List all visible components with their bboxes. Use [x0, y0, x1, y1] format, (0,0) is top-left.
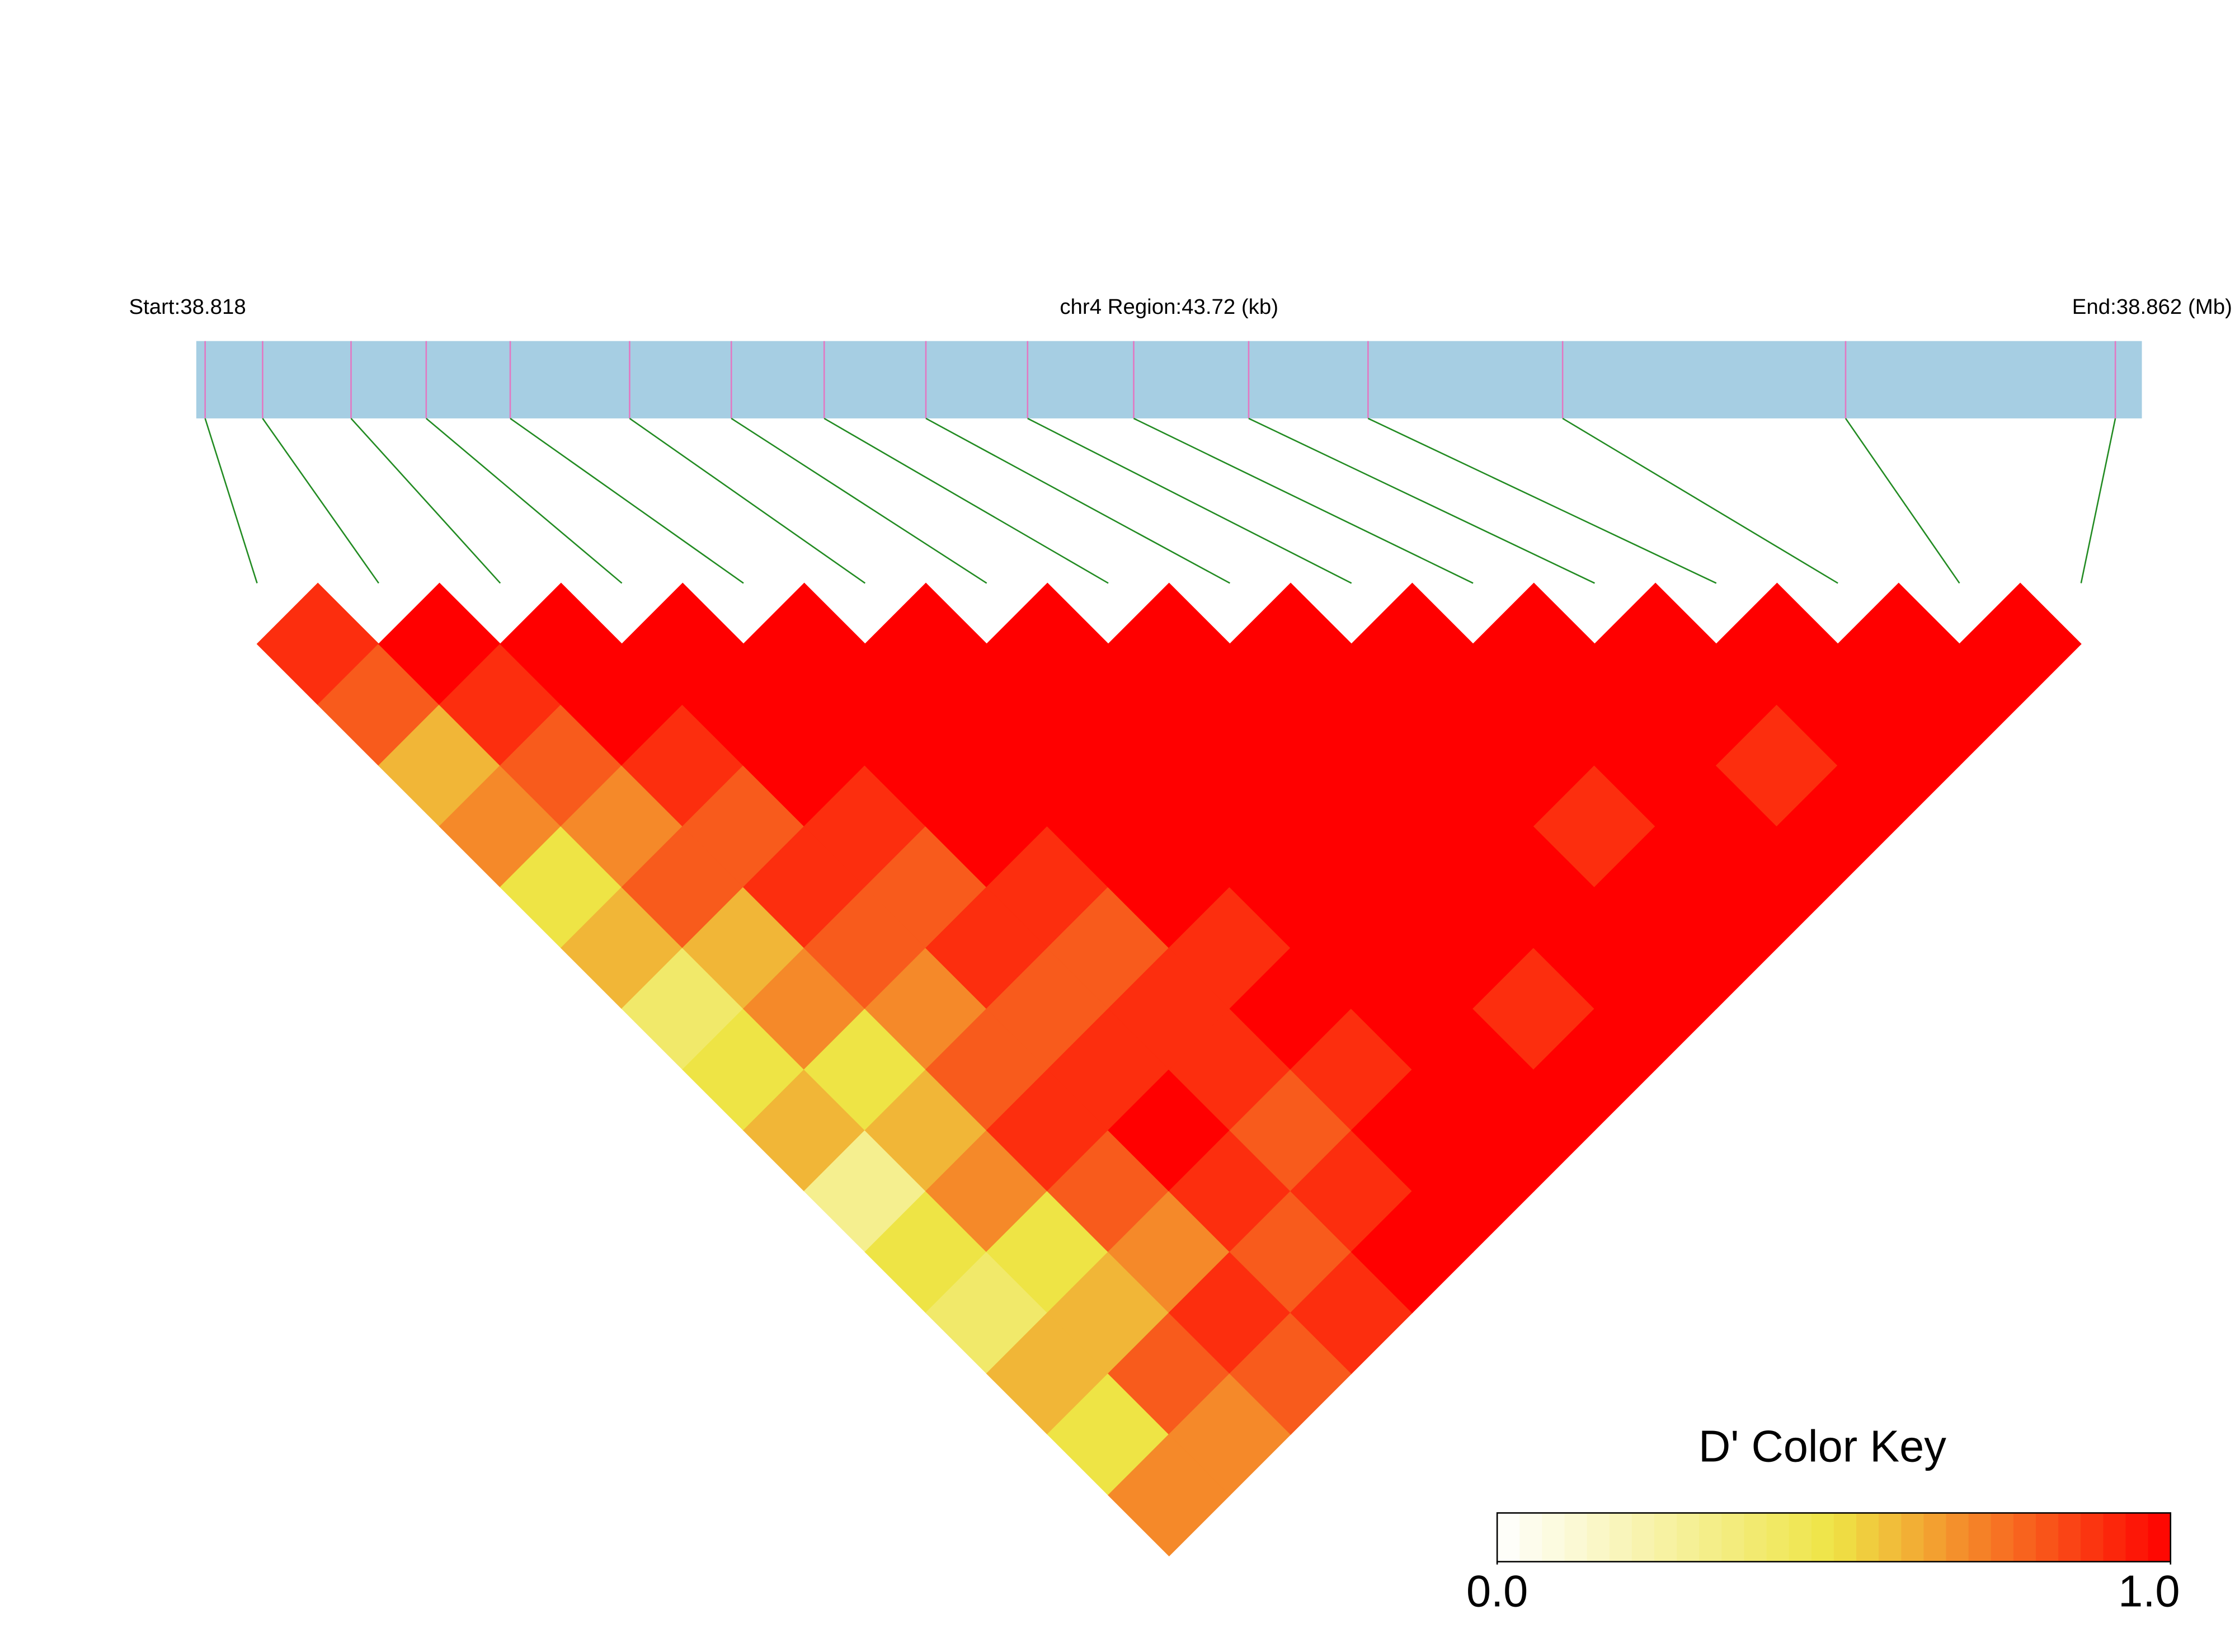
colorbar-title: D' Color Key — [1698, 1422, 1946, 1471]
snp-connector — [629, 417, 866, 584]
chart-title: chr4 Region:43.72 (kb) — [1060, 295, 1278, 319]
colorbar-swatch — [1519, 1513, 1543, 1562]
snp-connector — [1248, 417, 1595, 584]
colorbar-swatch — [1766, 1513, 1790, 1562]
snp-connector — [1562, 417, 1838, 584]
ld-cell — [1959, 582, 2082, 705]
colorbar-swatch — [2125, 1513, 2149, 1562]
colorbar-swatch — [1631, 1513, 1655, 1562]
colorbar-swatch — [1811, 1513, 1834, 1562]
colorbar-swatch — [2058, 1513, 2082, 1562]
snp-connector — [426, 417, 623, 584]
snp-connector — [731, 417, 987, 584]
snp-connector — [510, 417, 744, 584]
colorbar-swatch — [1721, 1513, 1745, 1562]
colorbar-swatch — [2036, 1513, 2059, 1562]
colorbar-swatch — [2013, 1513, 2036, 1562]
colorbar-swatch — [1856, 1513, 1879, 1562]
snp-connector — [1133, 417, 1474, 584]
colorbar-swatch — [2103, 1513, 2126, 1562]
colorbar-tick-label: 1.0 — [2118, 1566, 2180, 1616]
snp-connector — [2080, 418, 2116, 583]
end-label: End:38.862 (Mb) — [2072, 295, 2232, 319]
colorbar-swatch — [1991, 1513, 2014, 1562]
colorbar-swatch — [1879, 1513, 1902, 1562]
colorbar-swatch — [1968, 1513, 1992, 1562]
start-label: Start:38.818 — [129, 295, 246, 319]
colorbar-swatch — [1677, 1513, 1700, 1562]
snp-connector — [1027, 417, 1352, 584]
colorbar-swatch — [1497, 1513, 1521, 1562]
snp-connector — [262, 418, 379, 584]
colorbar-swatch — [1923, 1513, 1947, 1562]
snp-connector — [1367, 417, 1717, 584]
colorbar-swatch — [1654, 1513, 1677, 1562]
colorbar-tick-label: 0.0 — [1466, 1566, 1528, 1616]
colorbar-swatch — [1587, 1513, 1610, 1562]
colorbar-swatch — [1609, 1513, 1632, 1562]
snp-connector — [925, 417, 1230, 584]
track — [196, 341, 2142, 418]
snp-connector — [204, 418, 258, 583]
colorbar-swatch — [1946, 1513, 1969, 1562]
snp-connector — [350, 418, 501, 584]
colorbar-swatch — [1789, 1513, 1812, 1562]
colorbar-swatch — [1699, 1513, 1723, 1562]
colorbar-swatch — [2081, 1513, 2104, 1562]
colorbar-frame — [1496, 1512, 2172, 1562]
colorbar-swatch — [1744, 1513, 1767, 1562]
snp-connector — [824, 417, 1109, 584]
colorbar-swatch — [2148, 1513, 2171, 1562]
colorbar-swatch — [1564, 1513, 1588, 1562]
colorbar-swatch — [1901, 1513, 1925, 1562]
snp-connector — [1845, 418, 1960, 584]
colorbar-swatch — [1542, 1513, 1565, 1562]
colorbar-swatch — [1833, 1513, 1857, 1562]
